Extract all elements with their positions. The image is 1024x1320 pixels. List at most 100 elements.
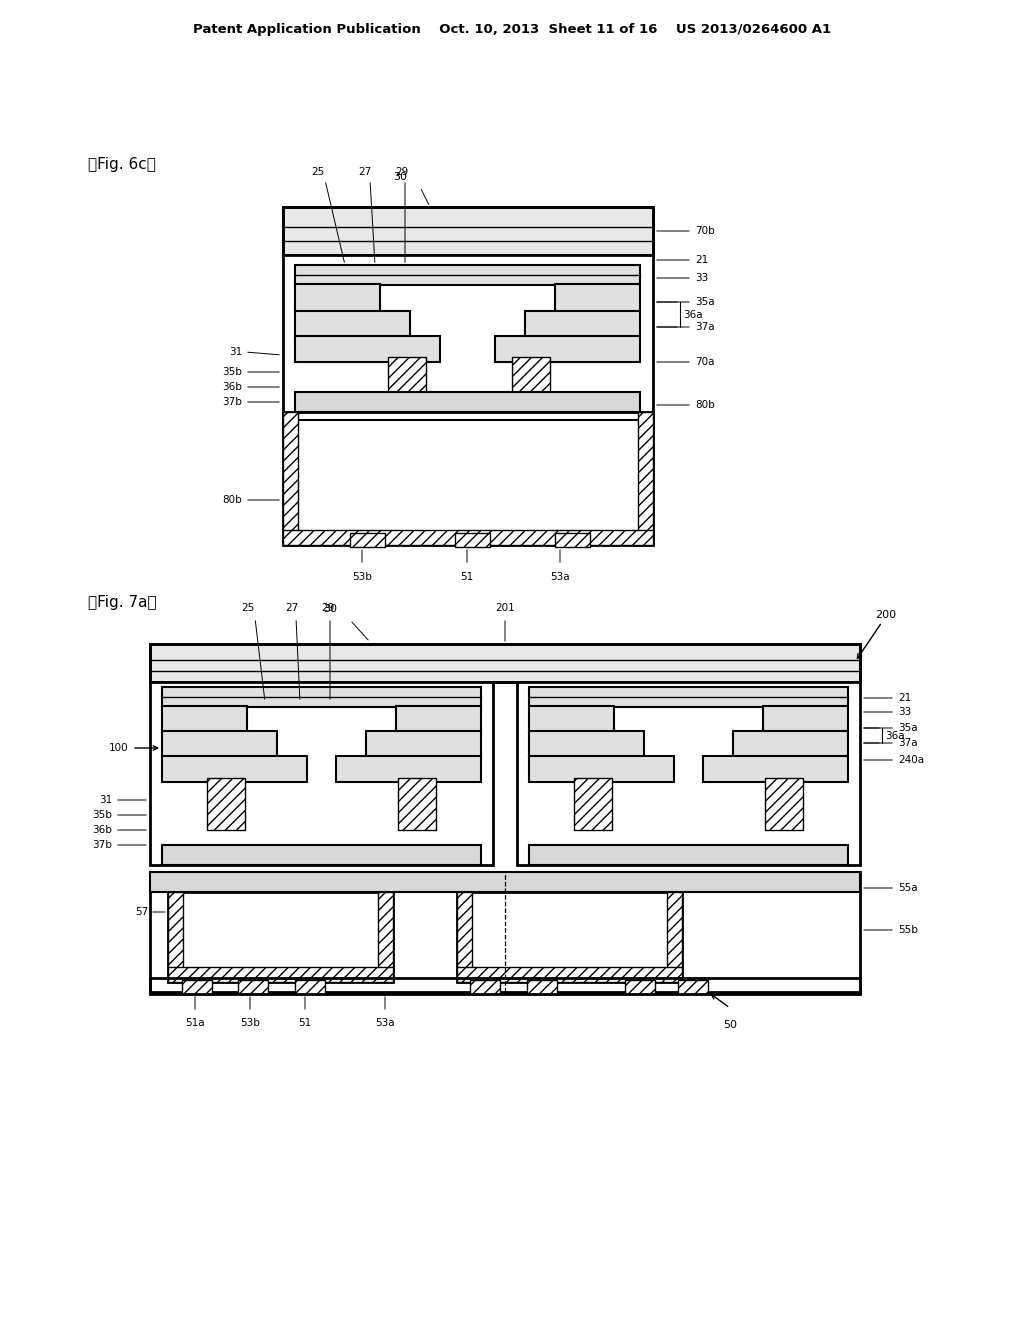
Text: 51: 51 [461, 572, 474, 582]
Bar [295, 312, 410, 337]
Bar [150, 644, 860, 682]
Bar [336, 756, 481, 781]
Text: 200: 200 [874, 610, 896, 620]
Text: 30: 30 [323, 605, 337, 614]
Text: 37a: 37a [898, 738, 918, 748]
Text: 37b: 37b [92, 840, 112, 850]
Text: 55a: 55a [898, 883, 918, 894]
Text: 70b: 70b [695, 226, 715, 236]
Text: 35b: 35b [222, 367, 242, 378]
Text: 21: 21 [898, 693, 911, 704]
Bar [182, 979, 212, 994]
Bar [457, 892, 472, 982]
Bar [765, 777, 803, 830]
Bar [638, 412, 653, 545]
Bar [457, 968, 682, 982]
Text: 53b: 53b [352, 572, 372, 582]
Bar [168, 968, 393, 982]
Bar [168, 892, 183, 982]
Text: 35b: 35b [92, 810, 112, 820]
Bar [150, 978, 860, 994]
Bar [678, 979, 708, 994]
Bar [763, 706, 848, 733]
Bar [457, 892, 682, 982]
Bar [529, 686, 848, 708]
Text: 35a: 35a [898, 723, 918, 733]
Bar [150, 873, 860, 993]
Bar [388, 356, 426, 395]
Text: Patent Application Publication    Oct. 10, 2013  Sheet 11 of 16    US 2013/02646: Patent Application Publication Oct. 10, … [193, 24, 831, 37]
Bar [525, 312, 640, 337]
Bar [295, 265, 640, 285]
Text: 240a: 240a [898, 755, 924, 766]
Bar [398, 777, 436, 830]
Bar [162, 845, 481, 865]
Bar [295, 284, 380, 312]
Bar [150, 873, 860, 892]
Text: 25: 25 [311, 168, 325, 177]
Bar [667, 892, 682, 982]
Text: 100: 100 [109, 743, 128, 752]
Text: 53a: 53a [550, 572, 569, 582]
Text: 37a: 37a [695, 322, 715, 333]
Bar [295, 420, 640, 533]
Text: 36a: 36a [683, 310, 702, 319]
Text: 57: 57 [135, 907, 148, 917]
Text: 53a: 53a [375, 1018, 395, 1028]
Bar [283, 255, 653, 432]
Bar [162, 686, 481, 708]
Text: 51: 51 [298, 1018, 311, 1028]
Text: 37b: 37b [222, 397, 242, 407]
Bar [733, 731, 848, 756]
Text: 80b: 80b [222, 495, 242, 506]
Bar [574, 777, 612, 830]
Bar [703, 756, 848, 781]
Text: 201: 201 [496, 603, 515, 612]
Bar [150, 644, 860, 682]
Bar [283, 207, 653, 255]
Bar [238, 979, 268, 994]
Bar [455, 533, 490, 546]
Bar [470, 979, 500, 994]
Bar [295, 979, 325, 994]
Text: 33: 33 [695, 273, 709, 282]
Bar [162, 756, 307, 781]
Bar [350, 533, 385, 546]
Text: 31: 31 [228, 347, 242, 356]
Bar [150, 682, 493, 865]
Text: 53b: 53b [240, 1018, 260, 1028]
Text: 50: 50 [723, 1020, 737, 1030]
Bar [529, 756, 674, 781]
Bar [555, 284, 640, 312]
Bar [555, 533, 590, 546]
Text: 【Fig. 6c】: 【Fig. 6c】 [88, 157, 156, 173]
Bar [283, 207, 653, 255]
Bar [378, 892, 393, 982]
Text: 29: 29 [395, 168, 409, 177]
Bar [527, 979, 557, 994]
Bar [495, 337, 640, 362]
Bar [283, 412, 298, 545]
Text: 31: 31 [98, 795, 112, 805]
Text: 55b: 55b [898, 925, 918, 935]
Bar [517, 682, 860, 865]
Bar [529, 845, 848, 865]
Text: 36b: 36b [92, 825, 112, 836]
Bar [162, 706, 247, 733]
Bar [162, 731, 278, 756]
Bar [396, 706, 481, 733]
Text: 70a: 70a [695, 356, 715, 367]
Text: 21: 21 [695, 255, 709, 265]
Text: 30: 30 [393, 172, 407, 182]
Bar [366, 731, 481, 756]
Text: 35a: 35a [695, 297, 715, 308]
Text: 51a: 51a [185, 1018, 205, 1028]
Bar [625, 979, 655, 994]
Text: 27: 27 [286, 603, 299, 612]
Text: 80b: 80b [695, 400, 715, 411]
Bar [529, 731, 644, 756]
Bar [283, 531, 653, 545]
Text: 25: 25 [242, 603, 255, 612]
Text: 36a: 36a [885, 731, 904, 741]
Bar [283, 412, 653, 545]
